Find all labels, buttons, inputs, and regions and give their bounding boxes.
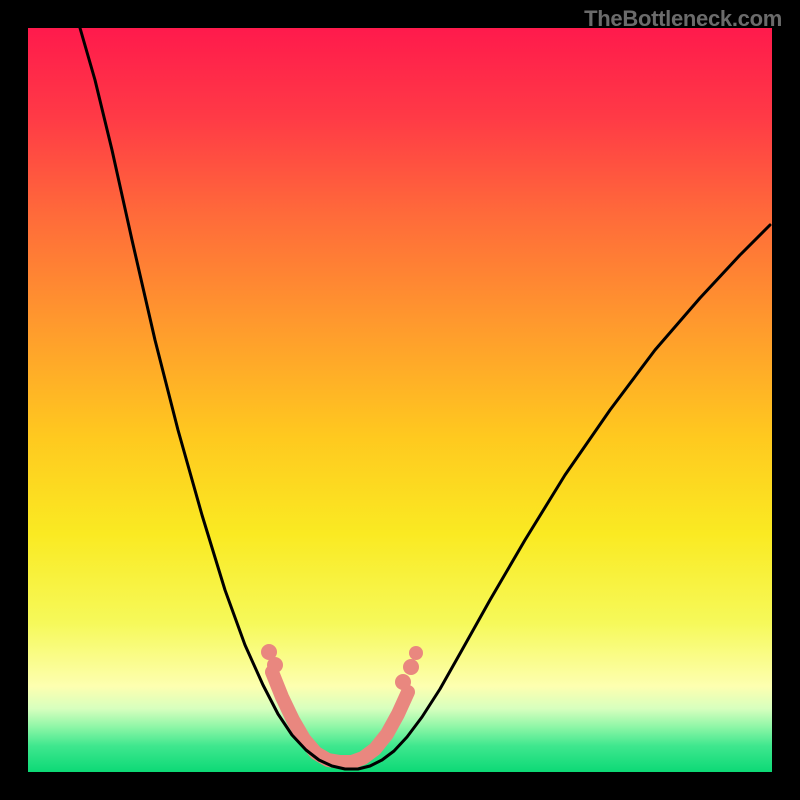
watermark-text: TheBottleneck.com [584,6,782,32]
bottleneck-chart [0,0,800,800]
plot-background [28,28,772,772]
chart-frame: { "watermark": { "text": "TheBottleneck.… [0,0,800,800]
